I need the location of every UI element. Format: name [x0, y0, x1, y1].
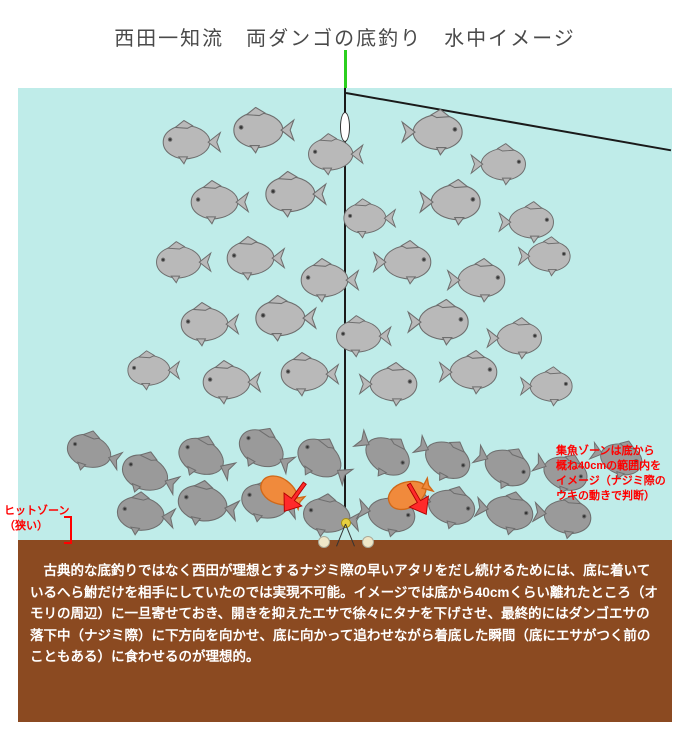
fish-icon: [152, 241, 213, 285]
page-title: 西田一知流 両ダンゴの底釣り 水中イメージ: [0, 22, 690, 51]
diagram-root: 西田一知流 両ダンゴの底釣り 水中イメージ 集魚ゾーンは底から概ね40cmの範囲…: [0, 0, 690, 740]
fish-icon: [186, 180, 250, 226]
fish-icon: [517, 236, 575, 277]
fish-icon: [228, 107, 295, 155]
fish-icon: [222, 236, 286, 282]
fish-icon: [406, 299, 473, 347]
hit-zone-bracket: [64, 516, 72, 544]
fish-icon: [519, 366, 577, 407]
line-above: [344, 50, 347, 88]
fish-icon: [418, 179, 485, 227]
fish-icon: [198, 360, 262, 406]
fish-icon: [358, 362, 422, 408]
fish-icon: [158, 120, 222, 166]
fish-icon: [260, 171, 327, 219]
fish-icon: [176, 302, 240, 348]
hook-bait-icon: [318, 536, 330, 548]
fish-icon: [250, 295, 317, 343]
explanation-text: 古典的な底釣りではなく西田が理想とするナジミ際の早いアタリをだし続けるためには、…: [30, 560, 660, 668]
fish-icon: [446, 258, 510, 304]
fish-icon: [339, 198, 397, 239]
hook-bait-icon: [362, 536, 374, 548]
fish-icon: [276, 352, 340, 398]
fish-icon: [400, 109, 467, 157]
fish-icon: [372, 240, 436, 286]
fish-icon: [332, 315, 393, 359]
fish-icon: [438, 350, 502, 396]
fish-icon: [123, 350, 181, 391]
gather-zone-label: 集魚ゾーンは底から概ね40cmの範囲内をイメージ（ナジミ際のウキの動きで判断）: [556, 444, 684, 503]
